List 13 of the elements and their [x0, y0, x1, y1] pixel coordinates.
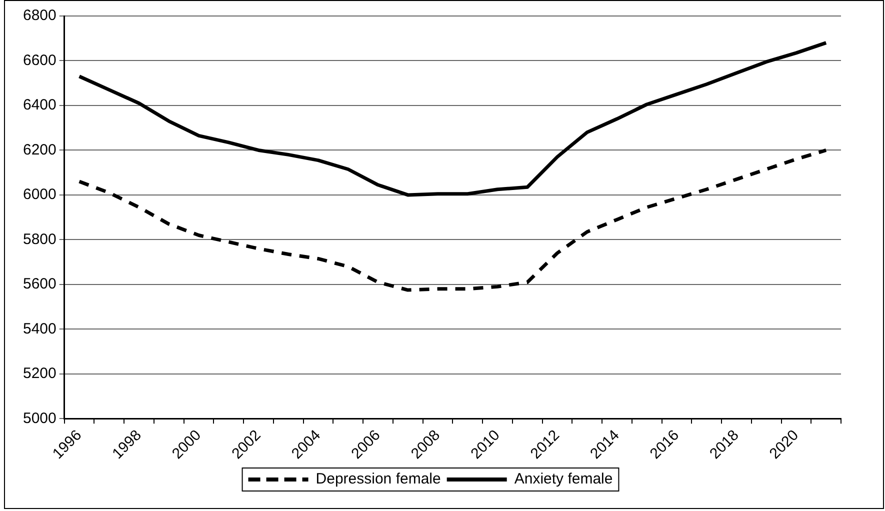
- y-tick-label: 5800: [22, 230, 56, 248]
- legend-label: Anxiety female: [514, 470, 613, 488]
- line-series: [78, 148, 828, 292]
- y-tick-label: 6200: [22, 141, 56, 158]
- y-tick-label: 5400: [22, 320, 56, 338]
- y-tick-label: 6800: [22, 7, 56, 24]
- y-tick-label: 5200: [22, 365, 56, 382]
- y-tick-label: 6600: [22, 52, 56, 69]
- y-tick-label: 6000: [22, 186, 56, 204]
- legend-label: Depression female: [316, 470, 441, 488]
- y-tick-label: 5000: [22, 410, 56, 427]
- y-tick-label: 6400: [22, 96, 56, 114]
- y-tick-label: 5600: [22, 276, 56, 293]
